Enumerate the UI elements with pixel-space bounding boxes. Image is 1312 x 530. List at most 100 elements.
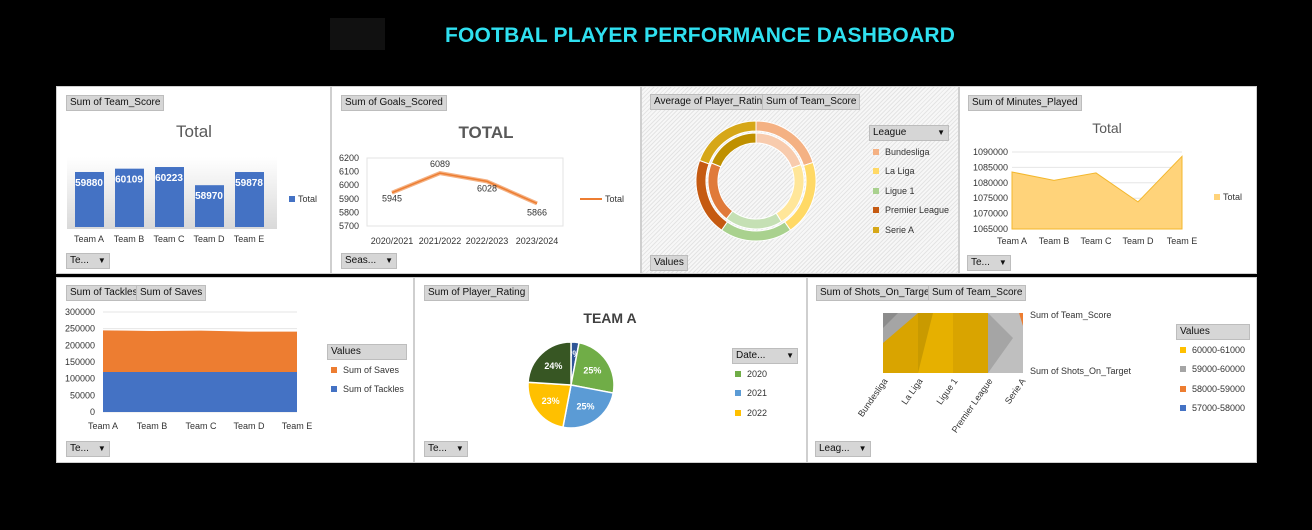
dashboard-title: FOOTBAL PLAYER PERFORMANCE DASHBOARD (445, 24, 956, 47)
date-legend: 2020 2021 2022 (735, 364, 767, 423)
category-label: Team B (1039, 236, 1070, 246)
category-label: Ligue 1 (935, 376, 960, 406)
category-label: 2022/2023 (466, 236, 509, 246)
legend-title: Date... (736, 350, 766, 361)
legend-label: Sum of Saves (343, 364, 400, 375)
field-button-player-rating[interactable]: Sum of Player_Rating (424, 285, 530, 301)
category-label: Serie A (1003, 376, 1028, 406)
category-label: Team A (74, 234, 104, 244)
y-tick-label: 250000 (65, 324, 95, 334)
minutes-area-chart: Total 1090000 1085000 1080000 1075000 107000… (973, 120, 1242, 246)
data-label: 5866 (527, 207, 547, 217)
team-filter-dropdown[interactable]: Te... ▼ (66, 253, 110, 269)
legend-item: 2021 (735, 384, 767, 404)
legend-item: 2022 (735, 403, 767, 423)
header-block (330, 18, 385, 50)
filter-label: Leag... (819, 443, 850, 454)
category-label: Team E (1167, 236, 1198, 246)
pie-slice (527, 381, 572, 429)
legend-item: 59000-60000 (1180, 360, 1245, 380)
y-tick-label: 1090000 (973, 147, 1008, 157)
legend-item: 2020 (735, 364, 767, 384)
legend-swatch (1214, 194, 1220, 200)
category-label: Team A (88, 421, 118, 431)
category-label: 2020/2021 (371, 236, 414, 246)
legend-title: League (873, 127, 907, 138)
field-button-shots-on-target[interactable]: Sum of Shots_On_Target (816, 285, 937, 301)
chevron-down-icon: ▼ (385, 256, 394, 265)
legend-label: 58000-59000 (1192, 383, 1246, 394)
team-filter-dropdown[interactable]: Te... ▼ (424, 441, 468, 457)
category-label: Team B (137, 421, 168, 431)
filter-label: Te... (428, 443, 447, 454)
values-button[interactable]: Values (650, 255, 688, 271)
legend-label: Sum of Tackles (343, 384, 404, 395)
y-tick-label: 150000 (65, 357, 95, 367)
y-tick-label: 200000 (65, 340, 95, 350)
y-tick-label: 50000 (70, 390, 95, 400)
legend-item: Sum of Tackles (331, 380, 404, 400)
field-button-sum-team-score[interactable]: Sum of Team_Score (762, 94, 861, 110)
legend-item: La Liga (873, 162, 949, 182)
legend-swatch (1180, 346, 1186, 353)
legend-label: Serie A (885, 224, 915, 235)
league-filter-dropdown[interactable]: Leag... ▼ (815, 441, 871, 457)
bar (75, 171, 104, 227)
chevron-down-icon: ▼ (97, 444, 106, 453)
range-legend: 60000-61000 59000-60000 58000-59000 57000-5… (1180, 340, 1245, 418)
data-label: 6028 (477, 183, 497, 193)
league-legend-filter[interactable]: League ▼ (869, 125, 949, 141)
legend-label: Ligue 1 (885, 185, 915, 196)
data-label: 59878 (235, 178, 263, 189)
bar (195, 185, 224, 227)
data-label: 25% (583, 365, 601, 375)
legend-label: Total (605, 194, 624, 204)
values-legend-title[interactable]: Values (327, 344, 407, 360)
field-button-team-score[interactable]: Sum of Team_Score (66, 95, 165, 111)
field-button-sum-team-score[interactable]: Sum of Team_Score (928, 285, 1027, 301)
legend-label: 57000-58000 (1192, 403, 1246, 414)
date-legend-filter[interactable]: Date... ▼ (732, 348, 798, 364)
legend-label: Total (1223, 192, 1242, 202)
y-tick-label: 6200 (339, 153, 359, 163)
category-label: Team E (234, 234, 265, 244)
legend-label: La Liga (885, 166, 915, 177)
team-filter-dropdown[interactable]: Te... ▼ (967, 255, 1011, 271)
filter-label: Te... (70, 443, 89, 454)
season-filter-dropdown[interactable]: Seas... ▼ (341, 253, 398, 269)
data-label: 58970 (195, 191, 223, 202)
category-label: Team E (282, 421, 313, 431)
y-tick-label: 100000 (65, 374, 95, 384)
values-legend-title[interactable]: Values (1176, 324, 1250, 340)
player-rating-pie-chart: TEAM A 3%25%25%23%24% (527, 310, 637, 429)
data-label: 3% (567, 349, 580, 359)
inner-ring-segment (710, 132, 757, 168)
legend-swatch (873, 168, 879, 175)
chevron-down-icon: ▼ (97, 256, 106, 265)
surface-patch (883, 313, 918, 373)
league-doughnut-chart (695, 120, 817, 242)
legend-swatch (735, 409, 741, 416)
y-tick-label: 300000 (65, 307, 95, 317)
surface-patch (883, 313, 898, 328)
legend-label: 2022 (747, 407, 768, 418)
data-label: 25% (576, 401, 594, 411)
surface-patch (1019, 313, 1023, 326)
field-button-goals-scored[interactable]: Sum of Goals_Scored (341, 95, 447, 111)
filter-label: Te... (971, 257, 990, 268)
field-button-minutes-played[interactable]: Sum of Minutes_Played (968, 95, 1082, 111)
chart-title: TOTAL (458, 123, 513, 142)
category-label: Team B (114, 234, 145, 244)
category-label: Team C (153, 234, 185, 244)
legend-swatch (873, 187, 879, 194)
team-filter-dropdown[interactable]: Te... ▼ (66, 441, 110, 457)
legend-swatch (873, 226, 879, 233)
legend-item: 60000-61000 (1180, 340, 1245, 360)
legend-swatch (1180, 385, 1186, 392)
y-tick-label: 5900 (339, 194, 359, 204)
field-button-saves[interactable]: Sum of Saves (136, 285, 207, 301)
data-label: 59880 (75, 178, 103, 189)
data-label: 5945 (382, 194, 402, 204)
legend-item: 58000-59000 (1180, 379, 1245, 399)
